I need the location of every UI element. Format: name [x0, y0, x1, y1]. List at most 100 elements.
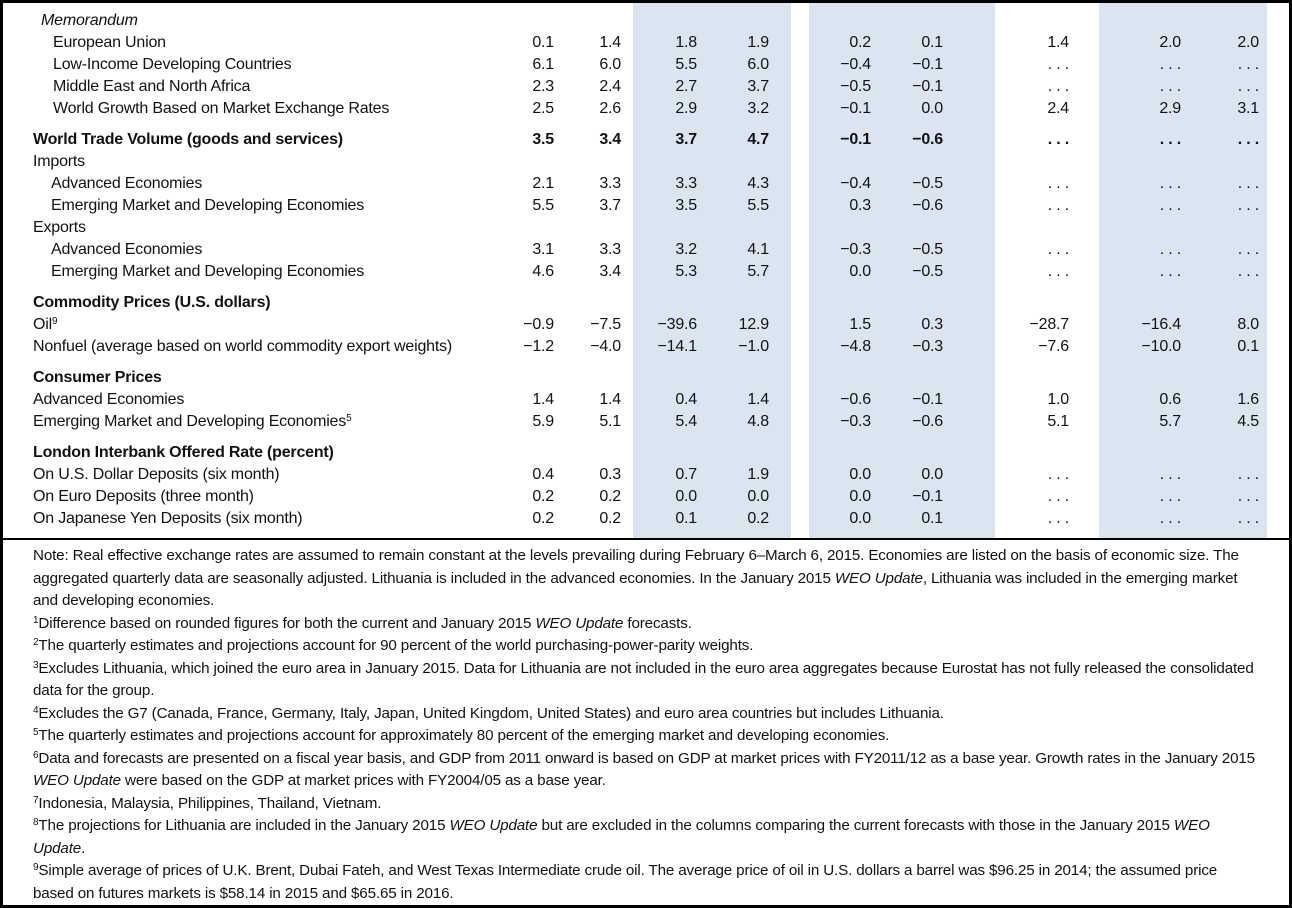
row-label: On Euro Deposits (three month): [33, 488, 254, 505]
table-cell: −0.9: [523, 316, 554, 333]
footnote-number: 8: [33, 817, 39, 828]
note-text: forecasts.: [623, 614, 692, 632]
table-cell: −0.1: [840, 131, 871, 148]
table-cell: 0.0: [849, 510, 871, 527]
note-text: The quarterly estimates and projections …: [38, 637, 754, 654]
note-text: , Lithuania was included in the emerging…: [33, 569, 1238, 610]
table-row: Exports: [3, 217, 1289, 239]
table-cell: 2.6: [599, 100, 621, 117]
table-cell: 2.3: [532, 78, 554, 95]
table-row: World Growth Based on Market Exchange Ra…: [3, 98, 1289, 120]
difference-highlight-band: [809, 3, 995, 538]
footnote: 6Data and forecasts are presented on a f…: [33, 748, 1261, 793]
row-label: On Japanese Yen Deposits (six month): [33, 510, 303, 527]
table-cell: −16.4: [1141, 316, 1182, 333]
row-label: London Interbank Offered Rate (percent): [33, 444, 334, 461]
table-row: Emerging Market and Developing Economies…: [3, 195, 1289, 217]
table-cell: 1.4: [532, 391, 554, 408]
table-cell: 0.0: [849, 488, 871, 505]
table-region: Memorandum European Union 0.1 1.4 1.8 1.9 0.2 0…: [3, 3, 1289, 538]
table-cell: 0.6: [1159, 391, 1181, 408]
table-cell: . . .: [1237, 175, 1259, 192]
table-cell: −7.5: [590, 316, 621, 333]
row-label: Nonfuel (average based on world commodit…: [33, 338, 453, 355]
footnote: 9Simple average of prices of U.K. Brent,…: [33, 860, 1261, 905]
table-cell: −0.1: [912, 488, 943, 505]
table-cell: 5.7: [1159, 413, 1181, 430]
row-label: Advanced Economies: [51, 241, 203, 258]
table-cell: −0.5: [912, 263, 943, 280]
table-row: Memorandum: [3, 10, 1289, 32]
table-row: On U.S. Dollar Deposits (six month) 0.4 0.…: [3, 464, 1289, 486]
table-cell: . . .: [1159, 78, 1181, 95]
table-cell: 5.5: [532, 197, 554, 214]
table-cell: 0.3: [849, 197, 871, 214]
footnote-number: 7: [33, 794, 39, 806]
table-cell: −0.1: [912, 56, 943, 73]
table-cell: 1.4: [599, 34, 621, 51]
table-cell: 1.9: [747, 466, 769, 483]
table-cell: −7.6: [1038, 338, 1069, 355]
footnote-number: 5: [33, 727, 39, 738]
table-cell: −0.3: [840, 413, 871, 430]
table-cell: −0.5: [840, 78, 871, 95]
row-label: Advanced Economies: [51, 175, 203, 192]
table-cell: 0.4: [532, 466, 554, 483]
table-row: Low-Income Developing Countries 6.1 6.0 5.5…: [3, 54, 1289, 76]
table-rows: Memorandum European Union 0.1 1.4 1.8 1.9 0.2 0…: [3, 10, 1289, 530]
table-cell: 0.0: [921, 466, 943, 483]
table-cell: 0.2: [532, 510, 554, 527]
table-cell: −39.6: [657, 316, 698, 333]
table-cell: 0.0: [675, 488, 697, 505]
table-cell: 3.4: [599, 131, 621, 148]
table-cell: −0.6: [840, 391, 871, 408]
table-cell: −0.5: [912, 241, 943, 258]
table-cell: . . .: [1159, 263, 1181, 280]
table-cell: 4.3: [747, 175, 769, 192]
table-bottom-rule: [3, 538, 1289, 540]
table-cell: −0.4: [840, 175, 871, 192]
table-cell: −0.5: [912, 175, 943, 192]
footnote: 5The quarterly estimates and projections…: [33, 725, 1261, 748]
table-note: Note: Real effective exchange rates are …: [33, 545, 1261, 613]
table-cell: −10.0: [1141, 338, 1182, 355]
row-label: Low-Income Developing Countries: [53, 56, 292, 73]
note-text: Difference based on rounded figures for …: [38, 614, 536, 632]
row-label: On U.S. Dollar Deposits (six month): [33, 466, 280, 483]
table-cell: 1.4: [747, 391, 769, 408]
table-cell: . . .: [1237, 78, 1259, 95]
table-cell: 3.5: [532, 131, 554, 148]
table-cell: 4.5: [1237, 413, 1259, 430]
table-cell: −1.2: [523, 338, 554, 355]
table-cell: 2.4: [1047, 100, 1069, 117]
table-cell: . . .: [1159, 56, 1181, 73]
footnote: 4Excludes the G7 (Canada, France, German…: [33, 703, 1261, 726]
note-text: Note: Real effective exchange rates are …: [33, 547, 1239, 587]
table-cell: 0.3: [599, 466, 621, 483]
table-cell: . . .: [1237, 56, 1259, 73]
table-cell: 3.5: [675, 197, 697, 214]
table-cell: 4.7: [747, 131, 769, 148]
table-cell: 2.0: [1159, 34, 1181, 51]
table-cell: 5.5: [675, 56, 697, 73]
footnote-number: 4: [33, 704, 39, 716]
table-cell: 6.0: [599, 56, 621, 73]
table-row: Emerging Market and Developing Economies…: [3, 411, 1289, 433]
table-cell: . . .: [1237, 131, 1259, 148]
table-cell: 0.0: [921, 100, 943, 117]
table-row: Advanced Economies 1.4 1.4 0.4 1.4 −0.6 −0.1 1.…: [3, 389, 1289, 411]
italic-text: WEO Update: [449, 817, 538, 834]
footnote-marker: 9: [51, 316, 58, 327]
note-text: Data and forecasts are presented on a fi…: [38, 749, 1255, 767]
table-cell: 5.3: [675, 263, 697, 280]
table-cell: 0.0: [747, 488, 769, 505]
table-cell: 1.5: [849, 316, 871, 333]
table-cell: . . .: [1237, 241, 1259, 258]
table-cell: . . .: [1237, 263, 1259, 280]
note-text: Indonesia, Malaysia, Philippines, Thaila…: [38, 794, 382, 812]
row-label: Oil9: [33, 316, 58, 333]
table-cell: 2.9: [1159, 100, 1181, 117]
footnote-number: 9: [33, 862, 39, 873]
table-cell: 5.1: [1047, 413, 1069, 430]
